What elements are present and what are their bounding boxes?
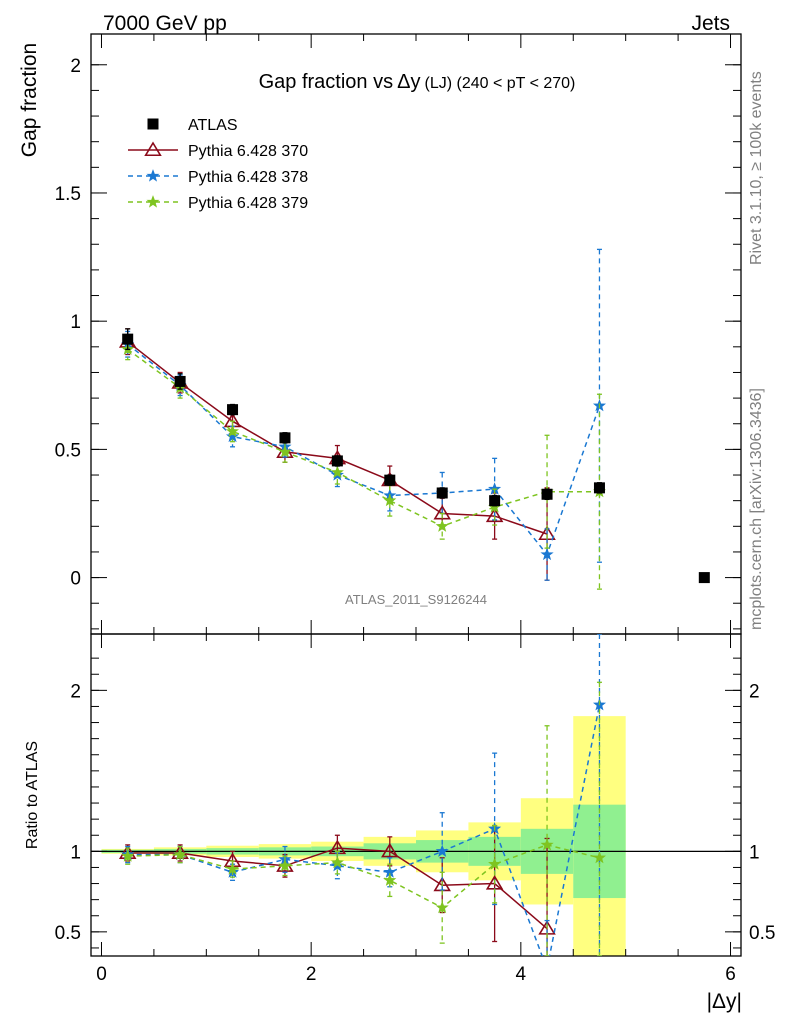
data-point <box>433 504 451 520</box>
ratio-y-axis-label: Ratio to ATLAS <box>24 741 41 849</box>
chart-title-sub: (LJ) (240 < pT < 270) <box>424 75 575 92</box>
data-point <box>488 857 502 870</box>
data-point <box>698 572 710 584</box>
y-tick-label: 2 <box>70 681 81 702</box>
error-bar <box>439 871 445 944</box>
data-point <box>384 474 396 486</box>
data-point <box>541 488 553 500</box>
legend: ATLAS Pythia 6.428 370 Pythia 6.428 378 Pyt… <box>128 117 308 212</box>
y-tick-label: 1 <box>70 842 81 863</box>
legend-item: Pythia 6.428 370 <box>128 141 308 160</box>
series-line <box>127 348 600 528</box>
legend-label: ATLAS <box>188 117 238 134</box>
data-point <box>540 547 554 561</box>
y-tick-label-right: 0.5 <box>749 923 775 944</box>
y-tick-label: 1 <box>70 312 81 333</box>
legend-marker <box>146 195 160 208</box>
y-tick-label-right: 2 <box>749 681 760 702</box>
error-bar <box>387 863 393 898</box>
legend-marker <box>144 141 162 157</box>
data-point <box>227 404 239 416</box>
y-tick-label: 1.5 <box>55 184 81 205</box>
legend-marker <box>146 169 160 182</box>
data-point <box>225 424 240 437</box>
main-y-axis-label: Gap fraction <box>18 43 41 157</box>
data-point <box>174 375 186 387</box>
error-bar <box>544 725 550 956</box>
error-bar <box>492 488 498 526</box>
data-point <box>593 482 605 494</box>
x-tick-label: 0 <box>96 964 107 985</box>
y-tick-label: 2 <box>70 56 81 77</box>
data-point <box>383 493 397 507</box>
data-point <box>435 844 449 857</box>
data-point <box>435 519 449 532</box>
process-label: Jets <box>691 12 730 35</box>
main-series-pythia-6-428-379 <box>121 338 607 590</box>
chart-title-symbol: Δy <box>397 71 420 93</box>
series-line <box>127 341 548 535</box>
legend-item: Pythia 6.428 378 <box>128 169 308 186</box>
data-point <box>435 900 449 914</box>
main-series-pythia-6-428-370 <box>118 328 556 581</box>
data-point <box>485 507 504 523</box>
analysis-id-label: ATLAS_2011_S9126244 <box>345 592 487 607</box>
data-point <box>383 873 397 886</box>
legend-item: ATLAS <box>147 117 238 134</box>
data-point <box>436 487 448 499</box>
beam-energy-label: 7000 GeV pp <box>103 12 227 35</box>
data-point <box>489 495 501 507</box>
y-tick-label: 0.5 <box>55 440 81 461</box>
ratio-frame <box>90 633 742 957</box>
x-axis-label: |Δy| <box>707 990 742 1013</box>
data-point <box>381 842 399 858</box>
ratio-plot-panel: Ratio to ATLAS |Δy| 0 2 4 6 0.5 0.5 1 1 2 2 <box>24 633 775 1013</box>
data-point <box>225 862 240 875</box>
chart-title: Gap fraction vs Δy (LJ) (240 < pT < 270) <box>259 71 576 93</box>
data-point <box>278 858 292 872</box>
data-point <box>279 432 291 444</box>
ratio-series-group <box>118 634 607 956</box>
data-point <box>173 847 187 861</box>
legend-label: Pythia 6.428 379 <box>188 195 308 212</box>
data-point <box>225 429 240 443</box>
y-tick-label: 0.5 <box>55 923 81 944</box>
data-point <box>592 850 607 864</box>
x-tick-label: 4 <box>516 964 527 985</box>
y-tick-label-right: 1 <box>749 842 760 863</box>
mcplots-label: mcplots.cern.ch [arXiv:1306.3436] <box>748 388 765 630</box>
data-point <box>122 333 134 345</box>
data-point <box>330 465 344 478</box>
rivet-version-label: Rivet 3.1.10, ≥ 100k events <box>748 71 765 265</box>
x-tick-label: 2 <box>306 964 317 985</box>
y-tick-label: 0 <box>70 569 81 590</box>
x-tick-label: 6 <box>725 964 736 985</box>
main-series-atlas <box>122 328 710 584</box>
error-bar <box>596 393 602 590</box>
main-series-pythia-6-428-378 <box>121 248 607 581</box>
chart-title-main: Gap fraction vs <box>259 71 394 93</box>
error-bar <box>596 681 602 956</box>
data-point <box>330 855 344 869</box>
data-point <box>540 838 554 851</box>
data-point <box>278 445 292 458</box>
error-bar <box>544 919 550 956</box>
series-line <box>127 343 601 557</box>
legend-marker <box>147 118 159 130</box>
ratio-series-pythia-6-428-379 <box>121 681 607 956</box>
legend-label: Pythia 6.428 370 <box>188 143 308 160</box>
legend-label: Pythia 6.428 378 <box>188 169 308 186</box>
main-plot-panel: Gap fraction Gap fraction vs Δy (LJ) (240 … <box>18 33 742 635</box>
data-point <box>121 849 135 862</box>
legend-item: Pythia 6.428 379 <box>128 195 308 212</box>
data-point <box>331 455 343 467</box>
